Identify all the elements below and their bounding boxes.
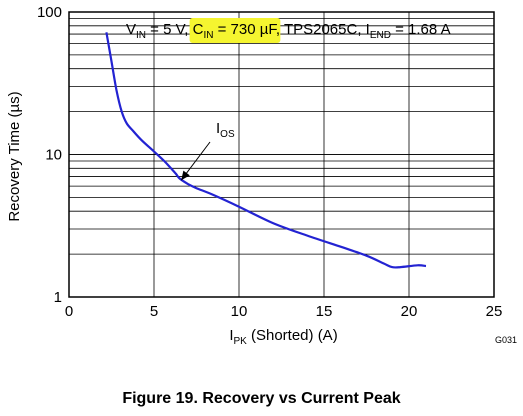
y-tick-label: 100 <box>37 4 62 21</box>
title-i-value: = 1.68 A <box>391 21 451 38</box>
series-line <box>105 32 427 269</box>
title-c-value: = 730 µF <box>213 21 277 38</box>
title-c-subscript: IN <box>203 30 213 41</box>
annotation-subscript: OS <box>220 129 235 140</box>
x-axis-label: IPK (Shorted) (A) <box>229 327 337 347</box>
grid <box>69 12 494 297</box>
x-tick-label: 0 <box>65 303 73 320</box>
x-tick-labels: 0 5 10 15 20 25 <box>65 303 503 320</box>
chart: VIN = 5 V, CIN = 730 µF, TPS2065C, IEND … <box>6 4 517 347</box>
x-tick-label: 25 <box>486 303 503 320</box>
x-axis-label-subscript: PK <box>233 336 247 347</box>
x-axis-label-rest: (Shorted) (A) <box>247 327 338 344</box>
annotation-arrowhead <box>181 170 190 181</box>
y-tick-label: 1 <box>54 289 62 306</box>
y-tick-label: 10 <box>45 147 62 164</box>
title-i-symbol: I <box>366 21 370 38</box>
figure-caption: Figure 19. Recovery vs Current Peak <box>122 390 401 407</box>
x-tick-label: 15 <box>316 303 333 320</box>
chart-title: VIN = 5 V, CIN = 730 µF, TPS2065C, IEND … <box>126 21 451 41</box>
title-i-subscript: END <box>370 30 391 41</box>
y-tick-labels: 1 10 100 <box>37 4 62 306</box>
annotation-symbol: I <box>216 120 220 137</box>
annotation-label: IOS <box>216 120 235 140</box>
title-v-value: = 5 V, <box>146 21 193 38</box>
x-axis-label-symbol: I <box>229 327 233 344</box>
x-tick-label: 5 <box>150 303 158 320</box>
x-tick-label: 20 <box>401 303 418 320</box>
figure-code: G031 <box>495 335 517 345</box>
series-group <box>105 32 427 269</box>
title-c-symbol: C <box>193 21 204 38</box>
x-tick-label: 10 <box>231 303 248 320</box>
title-highlight <box>189 18 281 43</box>
title-v-symbol: V <box>126 21 136 38</box>
plot-frame <box>68 11 495 298</box>
title-middle: , TPS2065C, <box>276 21 366 38</box>
y-axis-label: Recovery Time (µs) <box>6 91 23 221</box>
title-v-subscript: IN <box>136 30 146 41</box>
